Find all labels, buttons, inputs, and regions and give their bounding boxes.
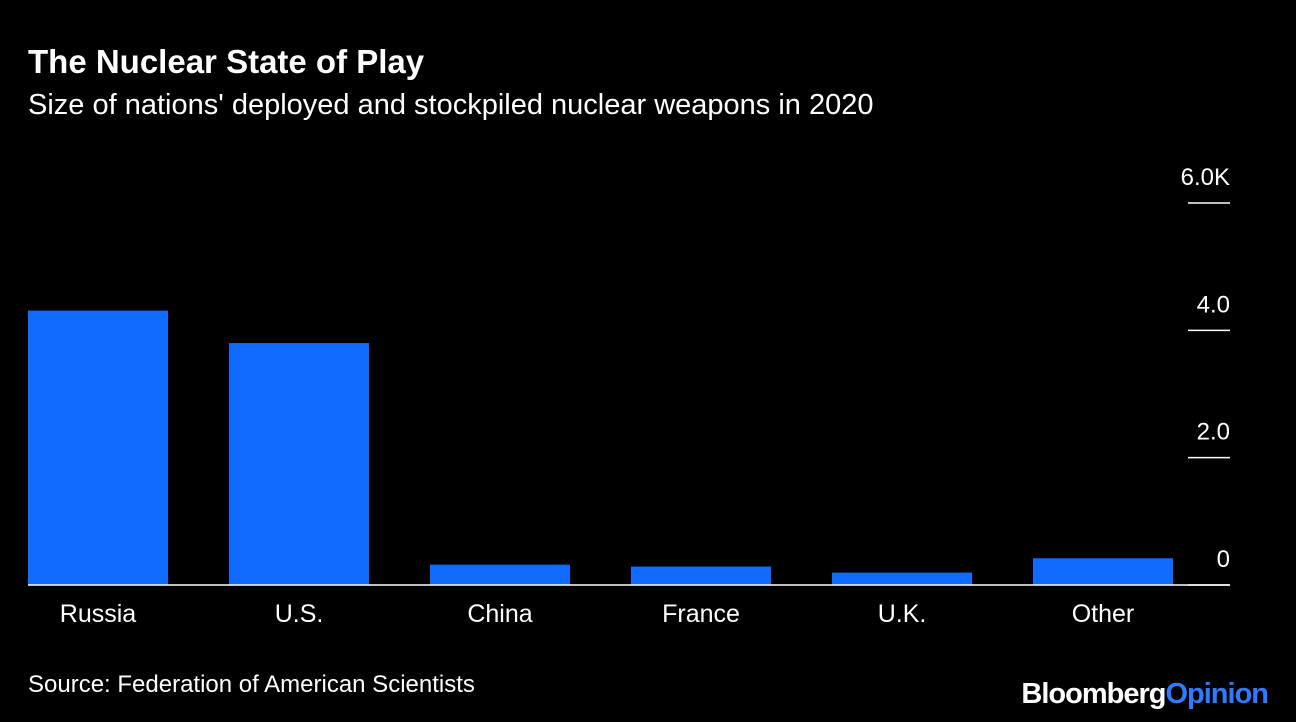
logo: BloombergOpinion xyxy=(1021,678,1268,710)
chart-subtitle: Size of nations' deployed and stockpiled… xyxy=(28,89,874,121)
y-tick-label: 0 xyxy=(1217,546,1230,573)
source: Source: Federation of American Scientist… xyxy=(28,671,475,698)
bar xyxy=(229,343,369,585)
logo-part: Opinion xyxy=(1165,678,1268,710)
x-tick-label: U.K. xyxy=(878,600,927,628)
x-tick-label: U.S. xyxy=(275,600,324,628)
bar xyxy=(28,310,168,585)
x-tick-label: France xyxy=(662,600,740,628)
y-tick-label: 4.0 xyxy=(1197,291,1230,318)
x-tick-label: Other xyxy=(1072,600,1135,628)
bar xyxy=(1033,558,1173,585)
y-tick-label: 6.0K xyxy=(1181,164,1230,191)
bar xyxy=(631,566,771,585)
x-tick-label: China xyxy=(467,600,532,628)
x-tick-label: Russia xyxy=(60,600,137,628)
logo-part: Bloomberg xyxy=(1021,678,1165,710)
bar xyxy=(430,564,570,585)
y-tick-label: 2.0 xyxy=(1197,419,1230,446)
bar xyxy=(832,572,972,585)
chart-title: The Nuclear State of Play xyxy=(28,43,425,80)
